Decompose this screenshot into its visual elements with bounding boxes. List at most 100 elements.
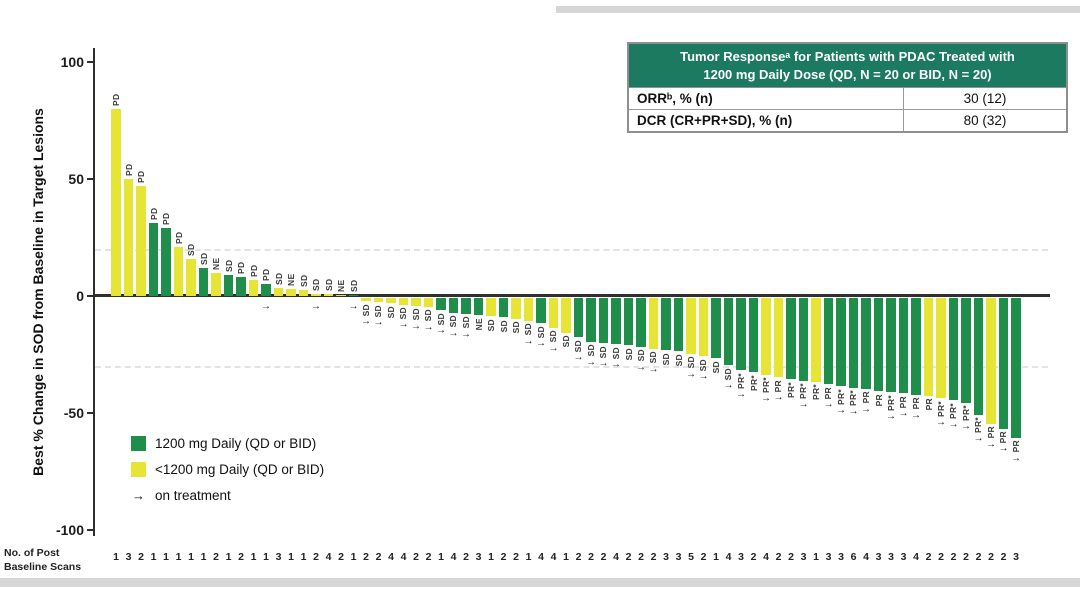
response-text: PR*: [948, 402, 959, 419]
response-text: SD: [723, 367, 734, 381]
response-text: PR: [1010, 440, 1021, 453]
scan-count: 4: [863, 551, 869, 563]
dcr-label: DCR (CR+PR+SD), % (n): [629, 110, 904, 132]
waterfall-bar: [836, 297, 846, 387]
scan-count: 1: [288, 551, 294, 563]
on-treatment-arrow-icon: →: [936, 416, 946, 428]
waterfall-bar: [598, 297, 609, 344]
response-text: SD: [673, 353, 684, 367]
waterfall-bar: [298, 290, 309, 296]
on-treatment-arrow-icon: →: [361, 315, 371, 327]
orr-label: ORRᵇ, % (n): [629, 88, 904, 110]
y-tick: [87, 178, 95, 180]
scan-count: 1: [200, 551, 207, 563]
response-text: PR: [773, 379, 784, 392]
waterfall-bar: [823, 297, 834, 385]
waterfall-bar: [786, 297, 796, 380]
response-text: PD: [235, 261, 246, 275]
bar-response-label: PR*: [786, 382, 796, 398]
response-text: PR*: [798, 383, 809, 400]
waterfall-bar: [286, 288, 296, 296]
scans-axis-label: No. of Post Baseline Scans: [4, 547, 82, 573]
waterfall-bar: [861, 297, 871, 389]
bar-response-label: SD: [661, 353, 671, 365]
bar-response-label: PR →: [998, 431, 1009, 454]
bar-response-label: PR →: [898, 396, 909, 420]
dashed-reference-line: [95, 366, 1048, 369]
scan-count: 4: [763, 551, 769, 563]
scan-count: 1: [263, 551, 269, 563]
waterfall-bar: [148, 223, 159, 296]
table-row-orr: ORRᵇ, % (n) 30 (12): [629, 88, 1066, 110]
waterfall-bar: [511, 297, 521, 319]
response-text: PD: [173, 231, 184, 244]
waterfall-bar: [711, 297, 721, 359]
bar-response-label: SD →: [436, 313, 446, 336]
scan-count: 2: [338, 551, 344, 563]
response-text: PR*: [935, 400, 946, 417]
scan-count: 4: [725, 551, 732, 563]
y-tick-label: 0: [76, 288, 84, 304]
legend-label: on treatment: [155, 487, 231, 503]
response-text: SD: [360, 303, 371, 316]
waterfall-bar: [523, 297, 534, 321]
response-text: SD: [523, 323, 534, 336]
waterfall-bar: [111, 108, 121, 296]
bar-response-label: PR* →: [948, 402, 959, 430]
waterfall-bar: [636, 297, 646, 347]
bar-response-label: PR*: [748, 375, 758, 391]
bar-response-label: SD →: [461, 316, 471, 339]
response-text: SD: [373, 304, 384, 318]
bar-response-label: PR: [923, 398, 933, 410]
on-treatment-arrow-icon: →: [448, 327, 459, 339]
response-text: PD: [248, 264, 259, 277]
bar-response-label: SD: [673, 353, 684, 367]
on-treatment-arrow-icon: →: [311, 301, 321, 312]
scan-count: 3: [475, 551, 482, 563]
bar-response-label: SD: [386, 306, 396, 318]
response-text: SD: [423, 309, 434, 322]
on-treatment-arrow-icon: →: [911, 409, 921, 421]
legend-item: 1200 mg Daily (QD or BID): [131, 430, 324, 456]
response-text: PR*: [810, 384, 821, 401]
on-treatment-arrow-icon: →: [636, 361, 646, 373]
scan-count: 2: [988, 551, 994, 563]
waterfall-bar: [811, 297, 821, 382]
scan-count: 1: [250, 551, 257, 563]
on-treatment-arrow-icon: →: [1011, 452, 1021, 464]
waterfall-bar: [161, 228, 171, 296]
bar-response-label: SD →: [586, 344, 596, 367]
scan-count: 2: [963, 551, 969, 563]
bar-response-label: SD: [485, 318, 496, 332]
table-header: Tumor Responseᵃ for Patients with PDAC T…: [629, 44, 1066, 89]
bar-response-label: PR* →: [761, 377, 771, 404]
waterfall-bar: [973, 297, 984, 415]
response-text: SD: [460, 316, 471, 329]
waterfall-bar: [311, 293, 321, 296]
bar-response-label: SD: [273, 272, 283, 284]
response-text: PR: [985, 426, 996, 439]
response-text: SD: [510, 321, 521, 334]
response-text: PR*: [848, 390, 859, 407]
bar-response-label: SD →: [686, 356, 696, 379]
waterfall-bar: [986, 297, 996, 424]
scan-count: 3: [275, 551, 282, 563]
response-text: PR*: [960, 405, 971, 422]
scan-count: 2: [425, 551, 432, 563]
on-treatment-arrow-icon: →: [523, 335, 534, 347]
scan-count: 2: [600, 551, 607, 563]
waterfall-bar: [536, 297, 546, 324]
bar-response-label: NE: [286, 274, 296, 286]
response-text: SD: [648, 351, 659, 364]
on-treatment-arrow-icon: →: [898, 408, 909, 420]
waterfall-bar: [173, 246, 184, 296]
response-text: SD: [323, 278, 334, 292]
scan-count: 1: [563, 551, 569, 563]
legend-color-swatch: [131, 461, 146, 477]
response-text: SD: [485, 318, 496, 332]
response-text: PR: [998, 431, 1009, 444]
waterfall-bar: [573, 297, 584, 338]
bar-response-label: PD: [123, 164, 133, 176]
scan-count: 2: [575, 551, 582, 563]
scan-count: 2: [950, 551, 957, 563]
